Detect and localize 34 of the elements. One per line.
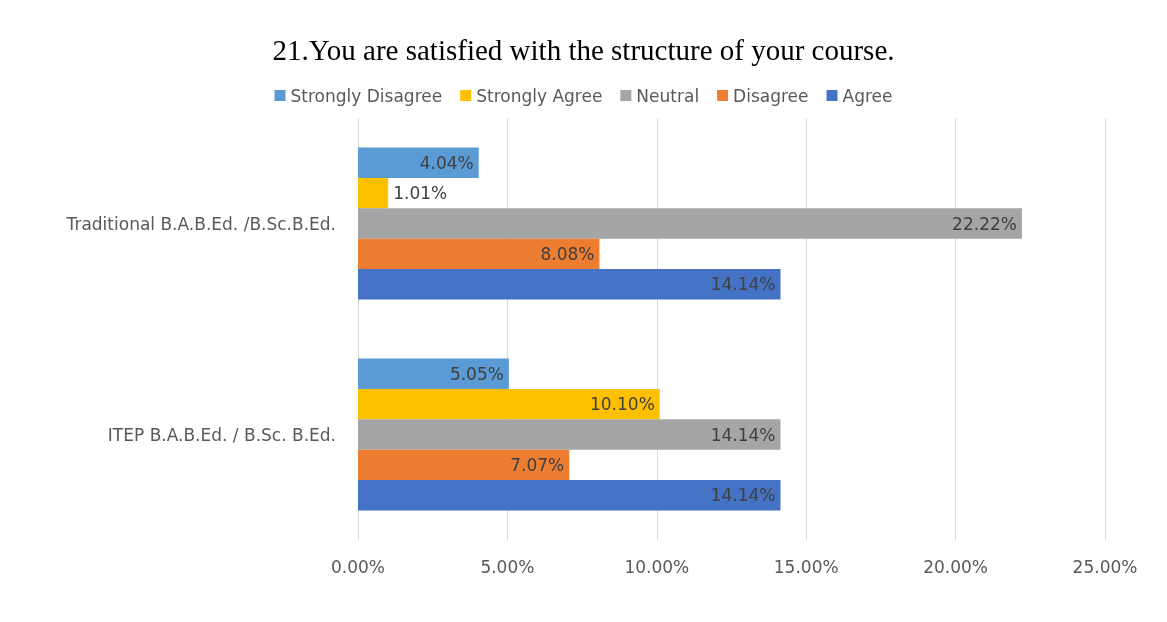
x-tick-label: 5.00%	[480, 556, 535, 577]
bar	[358, 177, 389, 209]
bar	[358, 419, 781, 450]
legend-label: Strongly Agree	[476, 85, 603, 106]
data-label: 22.22%	[952, 213, 1017, 234]
bar	[358, 147, 479, 178]
data-label: 14.14%	[710, 424, 776, 445]
legend-label: Strongly Disagree	[290, 85, 443, 106]
bar	[358, 358, 509, 389]
data-label: 10.10%	[589, 394, 655, 415]
bar	[358, 238, 600, 270]
data-label: 14.14%	[710, 274, 776, 295]
x-tick-label: 15.00%	[773, 556, 839, 577]
bar	[358, 269, 781, 300]
bar	[358, 480, 781, 511]
y-tick-label: Traditional B.A.B.Ed. /B.Sc.B.Ed.	[65, 213, 336, 234]
y-tick-label: ITEP B.A.B.Ed. / B.Sc. B.Ed.	[107, 424, 336, 445]
x-tick-label: 20.00%	[923, 556, 989, 577]
data-label: 4.04%	[419, 152, 474, 173]
data-label: 8.08%	[540, 243, 595, 264]
x-tick-label: 0.00%	[330, 556, 386, 577]
chart-title: 21.You are satisfied with the structure of your course.	[272, 33, 895, 66]
data-label: 5.05%	[449, 363, 504, 384]
data-label: 1.01%	[393, 183, 448, 204]
x-tick-label: 25.00%	[1072, 556, 1138, 577]
bar	[358, 208, 1022, 239]
data-label: 14.14%	[710, 485, 776, 506]
legend-label: Agree	[842, 85, 893, 106]
x-tick-label: 10.00%	[624, 556, 690, 577]
bar	[358, 388, 660, 420]
bar	[358, 449, 570, 481]
legend-label: Disagree	[733, 85, 809, 106]
legend-label: Neutral	[636, 85, 700, 106]
data-label: 7.07%	[510, 454, 565, 475]
